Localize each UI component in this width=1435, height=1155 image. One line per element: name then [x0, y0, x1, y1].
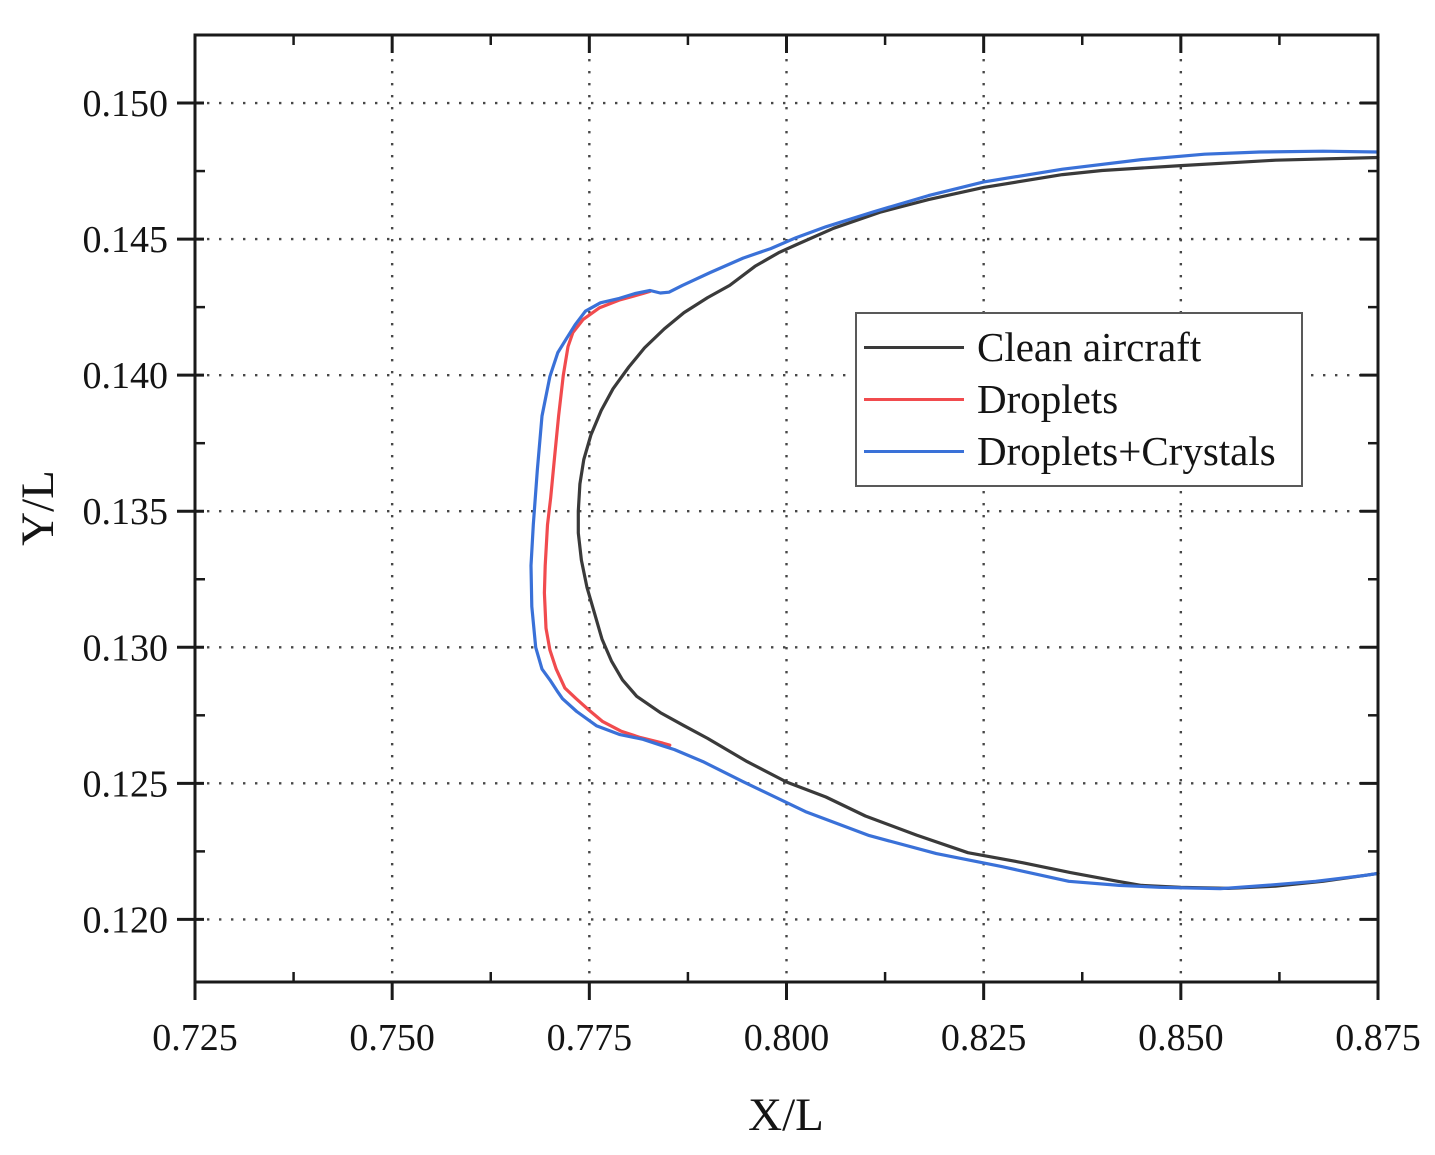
x-tick-label: 0.775 — [547, 1017, 633, 1059]
x-tick-label: 0.875 — [1335, 1017, 1421, 1059]
axis-ticks — [177, 35, 1380, 1000]
legend-line-sample-blue — [864, 449, 964, 453]
curves — [529, 149, 1380, 891]
legend-line-sample-red — [864, 397, 964, 401]
legend-item-droplets: Droplets — [864, 374, 1301, 424]
series-clean-aircraft — [576, 155, 1380, 890]
legend-label: Clean aircraft — [977, 324, 1202, 371]
y-tick-label: 0.150 — [83, 83, 169, 125]
series-droplets-crystals — [529, 149, 1380, 891]
x-tick-label: 0.725 — [152, 1017, 238, 1059]
legend: Clean aircraft Droplets Droplets+Crystal… — [855, 312, 1303, 487]
y-tick-label: 0.140 — [83, 355, 169, 397]
gridlines — [195, 35, 1378, 982]
y-tick-label: 0.130 — [83, 627, 169, 669]
series-droplets — [542, 289, 672, 747]
legend-item-droplets-crystals: Droplets+Crystals — [864, 426, 1301, 476]
y-tick-label: 0.135 — [83, 491, 169, 533]
y-tick-label: 0.120 — [83, 899, 169, 941]
x-tick-label: 0.825 — [941, 1017, 1027, 1059]
y-tick-label: 0.145 — [83, 219, 169, 261]
legend-line-sample-black — [864, 346, 964, 350]
x-axis-title: X/L — [748, 1089, 824, 1141]
legend-label: Droplets — [977, 375, 1119, 422]
x-tick-label: 0.800 — [744, 1017, 830, 1059]
axis-minor-ticks — [195, 35, 1378, 982]
legend-label: Droplets+Crystals — [977, 427, 1276, 474]
y-tick-label: 0.125 — [83, 763, 169, 805]
x-tick-label: 0.850 — [1138, 1017, 1224, 1059]
tick-labels: 0.725 0.750 0.775 0.800 0.825 0.850 0.875 0.150… — [83, 83, 1421, 1059]
legend-item-clean-aircraft: Clean aircraft — [864, 323, 1301, 373]
x-tick-label: 0.750 — [349, 1017, 435, 1059]
y-axis-title: Y/L — [12, 470, 64, 546]
